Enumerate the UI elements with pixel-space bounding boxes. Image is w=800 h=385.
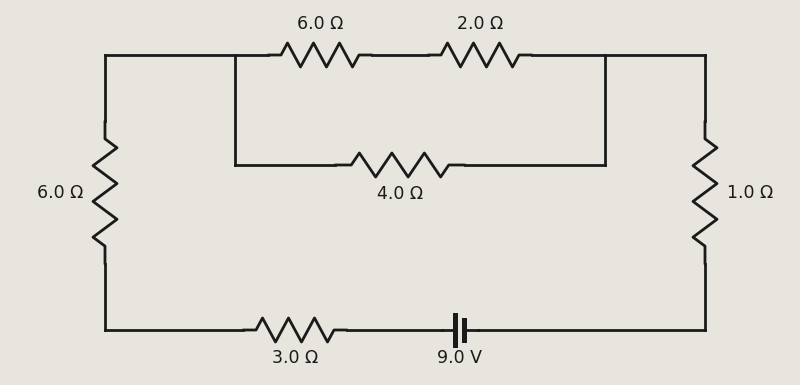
- Text: 2.0 Ω: 2.0 Ω: [457, 15, 503, 33]
- Text: 6.0 Ω: 6.0 Ω: [297, 15, 343, 33]
- Text: 1.0 Ω: 1.0 Ω: [727, 184, 774, 201]
- Text: 6.0 Ω: 6.0 Ω: [37, 184, 83, 201]
- Text: 4.0 Ω: 4.0 Ω: [377, 185, 423, 203]
- Text: 3.0 Ω: 3.0 Ω: [272, 349, 318, 367]
- Text: 9.0 V: 9.0 V: [438, 349, 482, 367]
